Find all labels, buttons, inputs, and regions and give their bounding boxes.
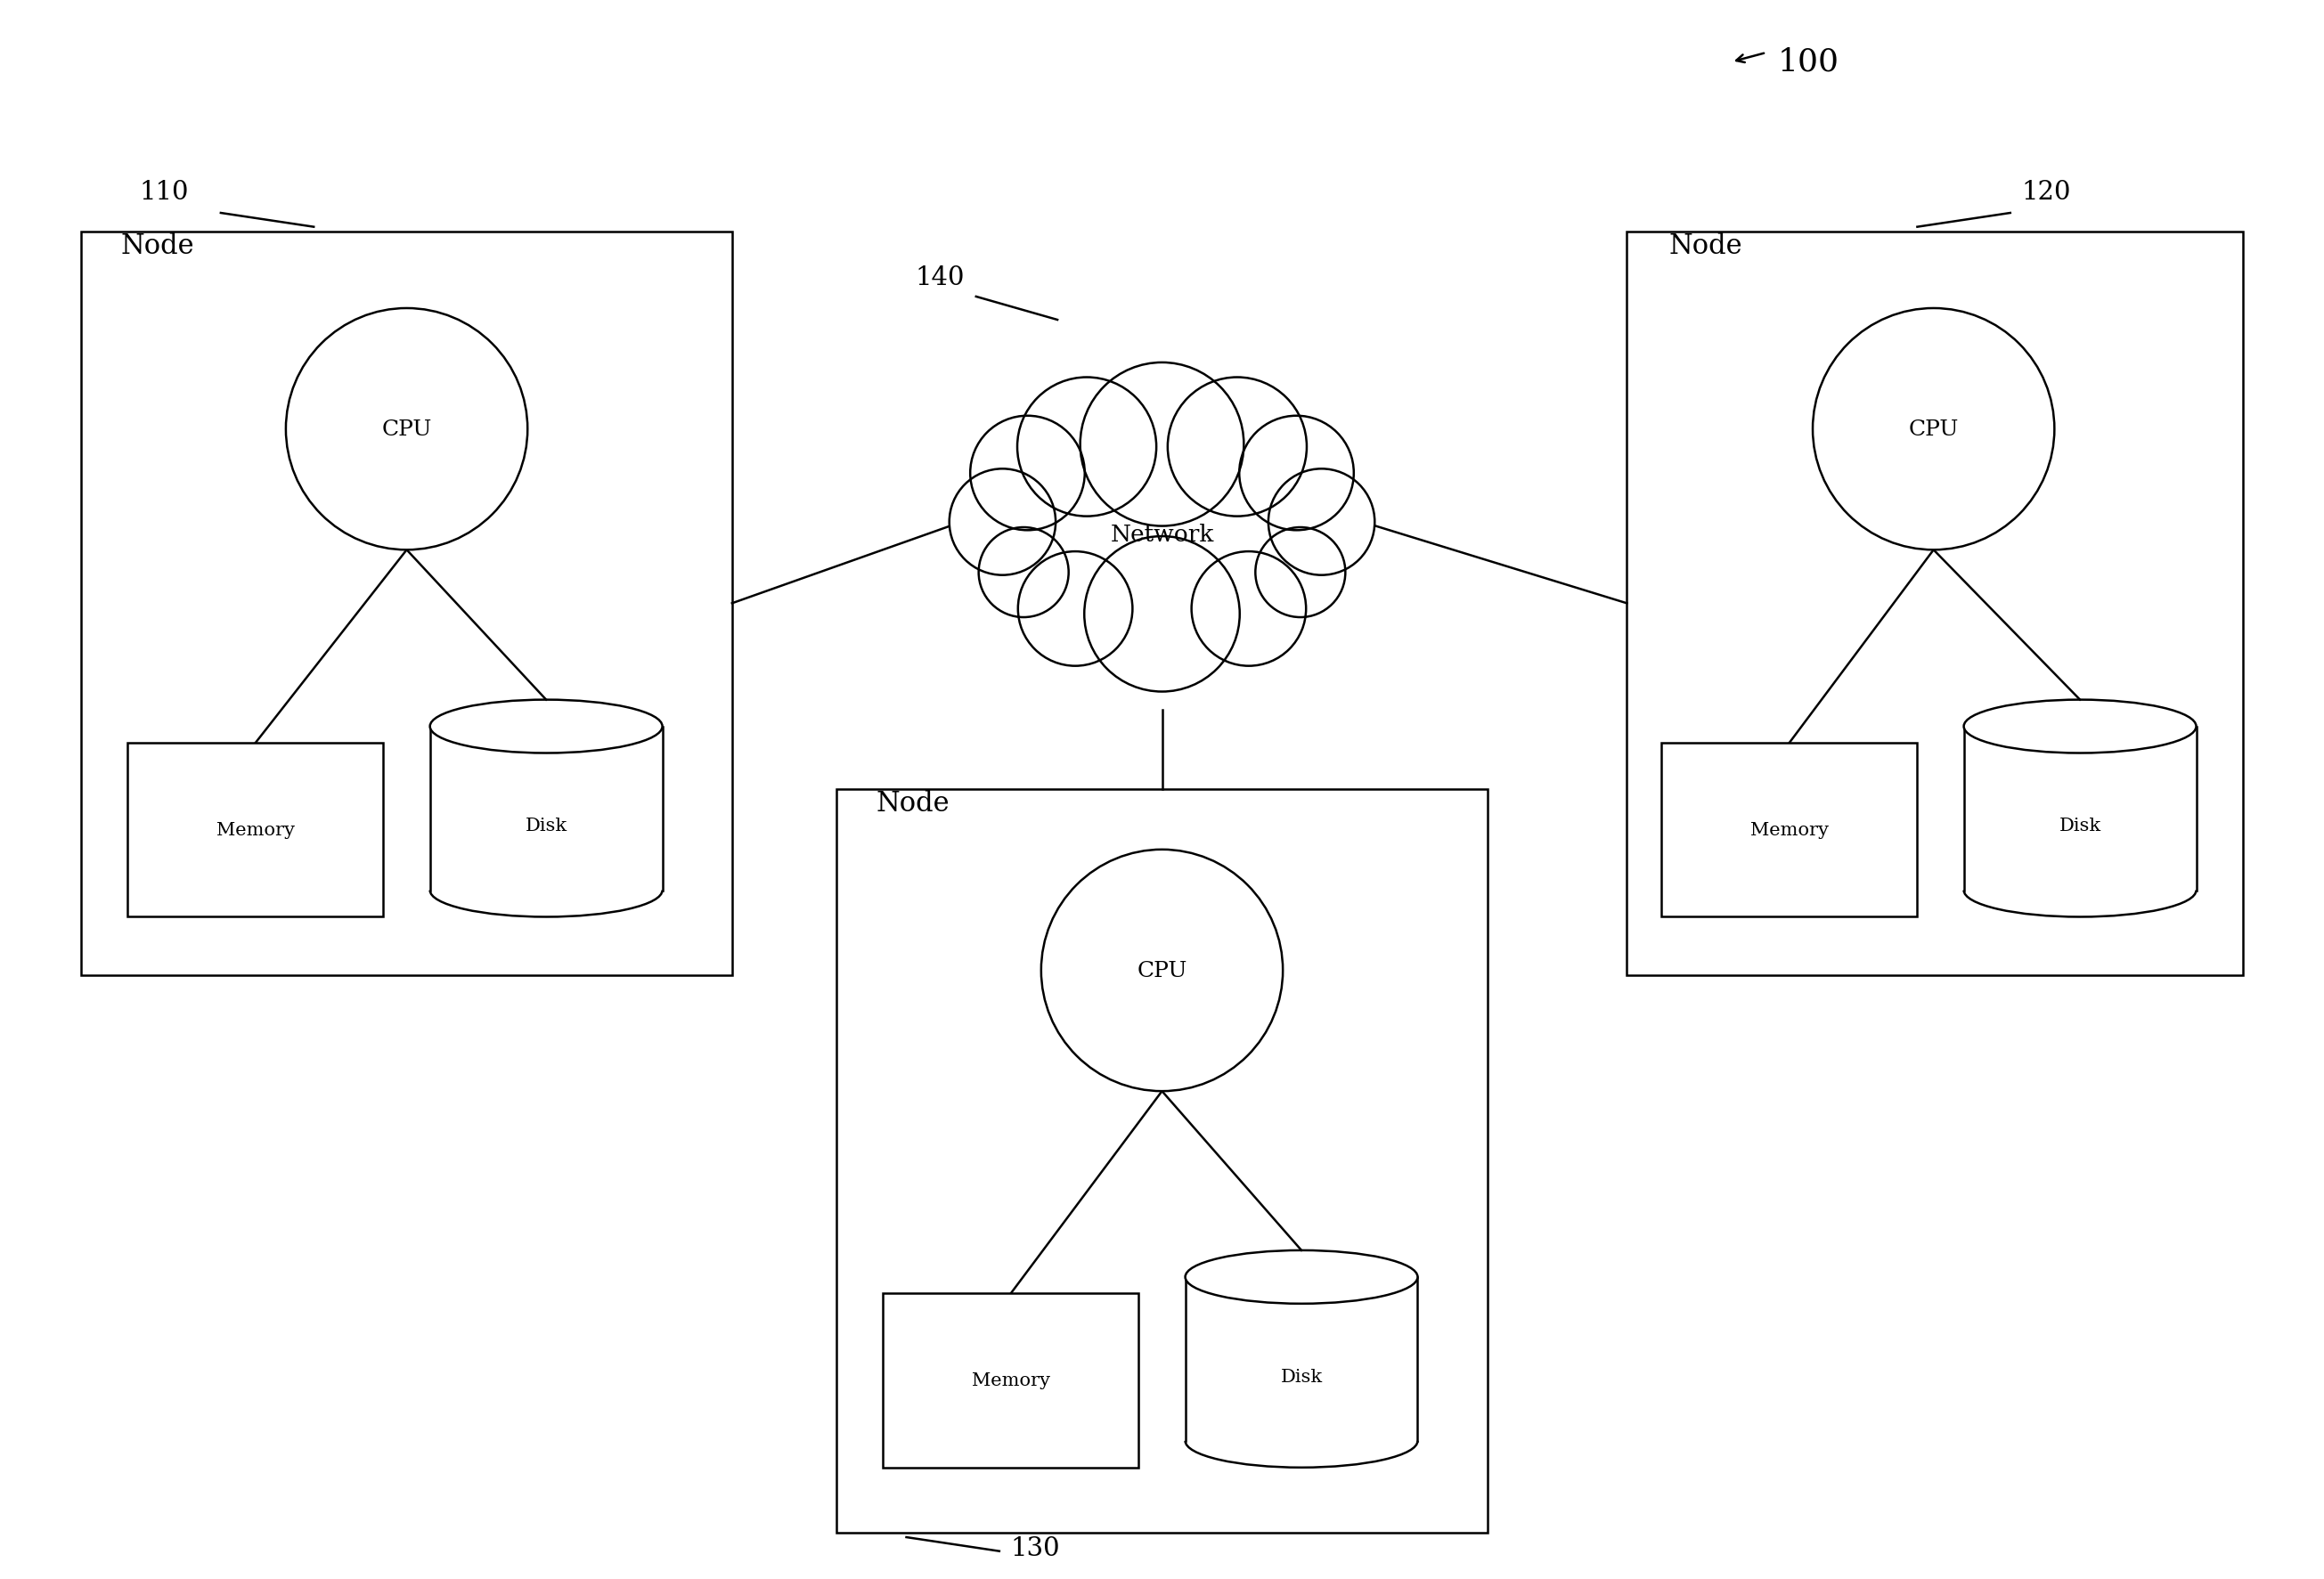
Circle shape: [1813, 309, 2054, 551]
Polygon shape: [1964, 726, 2196, 891]
Text: 100: 100: [1778, 46, 1838, 77]
Circle shape: [1018, 377, 1157, 516]
Circle shape: [1269, 469, 1376, 576]
Polygon shape: [1185, 1277, 1418, 1442]
Ellipse shape: [430, 699, 662, 753]
Bar: [837, 790, 1487, 1533]
Text: CPU: CPU: [1908, 420, 1959, 441]
Circle shape: [1018, 553, 1132, 666]
Circle shape: [978, 527, 1069, 617]
Text: Node: Node: [121, 232, 195, 261]
Ellipse shape: [1964, 699, 2196, 753]
Bar: [128, 744, 383, 917]
Text: 140: 140: [916, 265, 964, 291]
Text: Node: Node: [876, 790, 951, 818]
Circle shape: [1041, 850, 1283, 1091]
Text: Node: Node: [1669, 232, 1743, 261]
Circle shape: [286, 309, 528, 551]
Bar: [883, 1293, 1139, 1467]
Text: Memory: Memory: [971, 1372, 1050, 1390]
Circle shape: [1239, 417, 1355, 531]
Text: 110: 110: [139, 180, 188, 204]
Circle shape: [969, 417, 1085, 531]
Ellipse shape: [1185, 1251, 1418, 1304]
Text: CPU: CPU: [381, 420, 432, 441]
Circle shape: [1085, 537, 1239, 692]
Bar: [1627, 232, 2243, 976]
Circle shape: [1167, 377, 1306, 516]
Text: Memory: Memory: [216, 821, 295, 838]
Circle shape: [1255, 527, 1346, 617]
Circle shape: [1192, 553, 1306, 666]
Circle shape: [1050, 411, 1274, 635]
Text: CPU: CPU: [1136, 960, 1188, 981]
Bar: [81, 232, 732, 976]
Text: 130: 130: [1011, 1535, 1060, 1560]
Text: Network: Network: [1111, 523, 1213, 545]
Text: Disk: Disk: [525, 818, 567, 834]
Circle shape: [948, 469, 1055, 576]
Bar: [1662, 744, 1917, 917]
Polygon shape: [430, 726, 662, 891]
Text: 120: 120: [2022, 180, 2071, 204]
Text: Memory: Memory: [1750, 821, 1829, 838]
Text: Disk: Disk: [1281, 1367, 1322, 1385]
Text: Disk: Disk: [2059, 818, 2101, 834]
Circle shape: [1081, 363, 1243, 526]
